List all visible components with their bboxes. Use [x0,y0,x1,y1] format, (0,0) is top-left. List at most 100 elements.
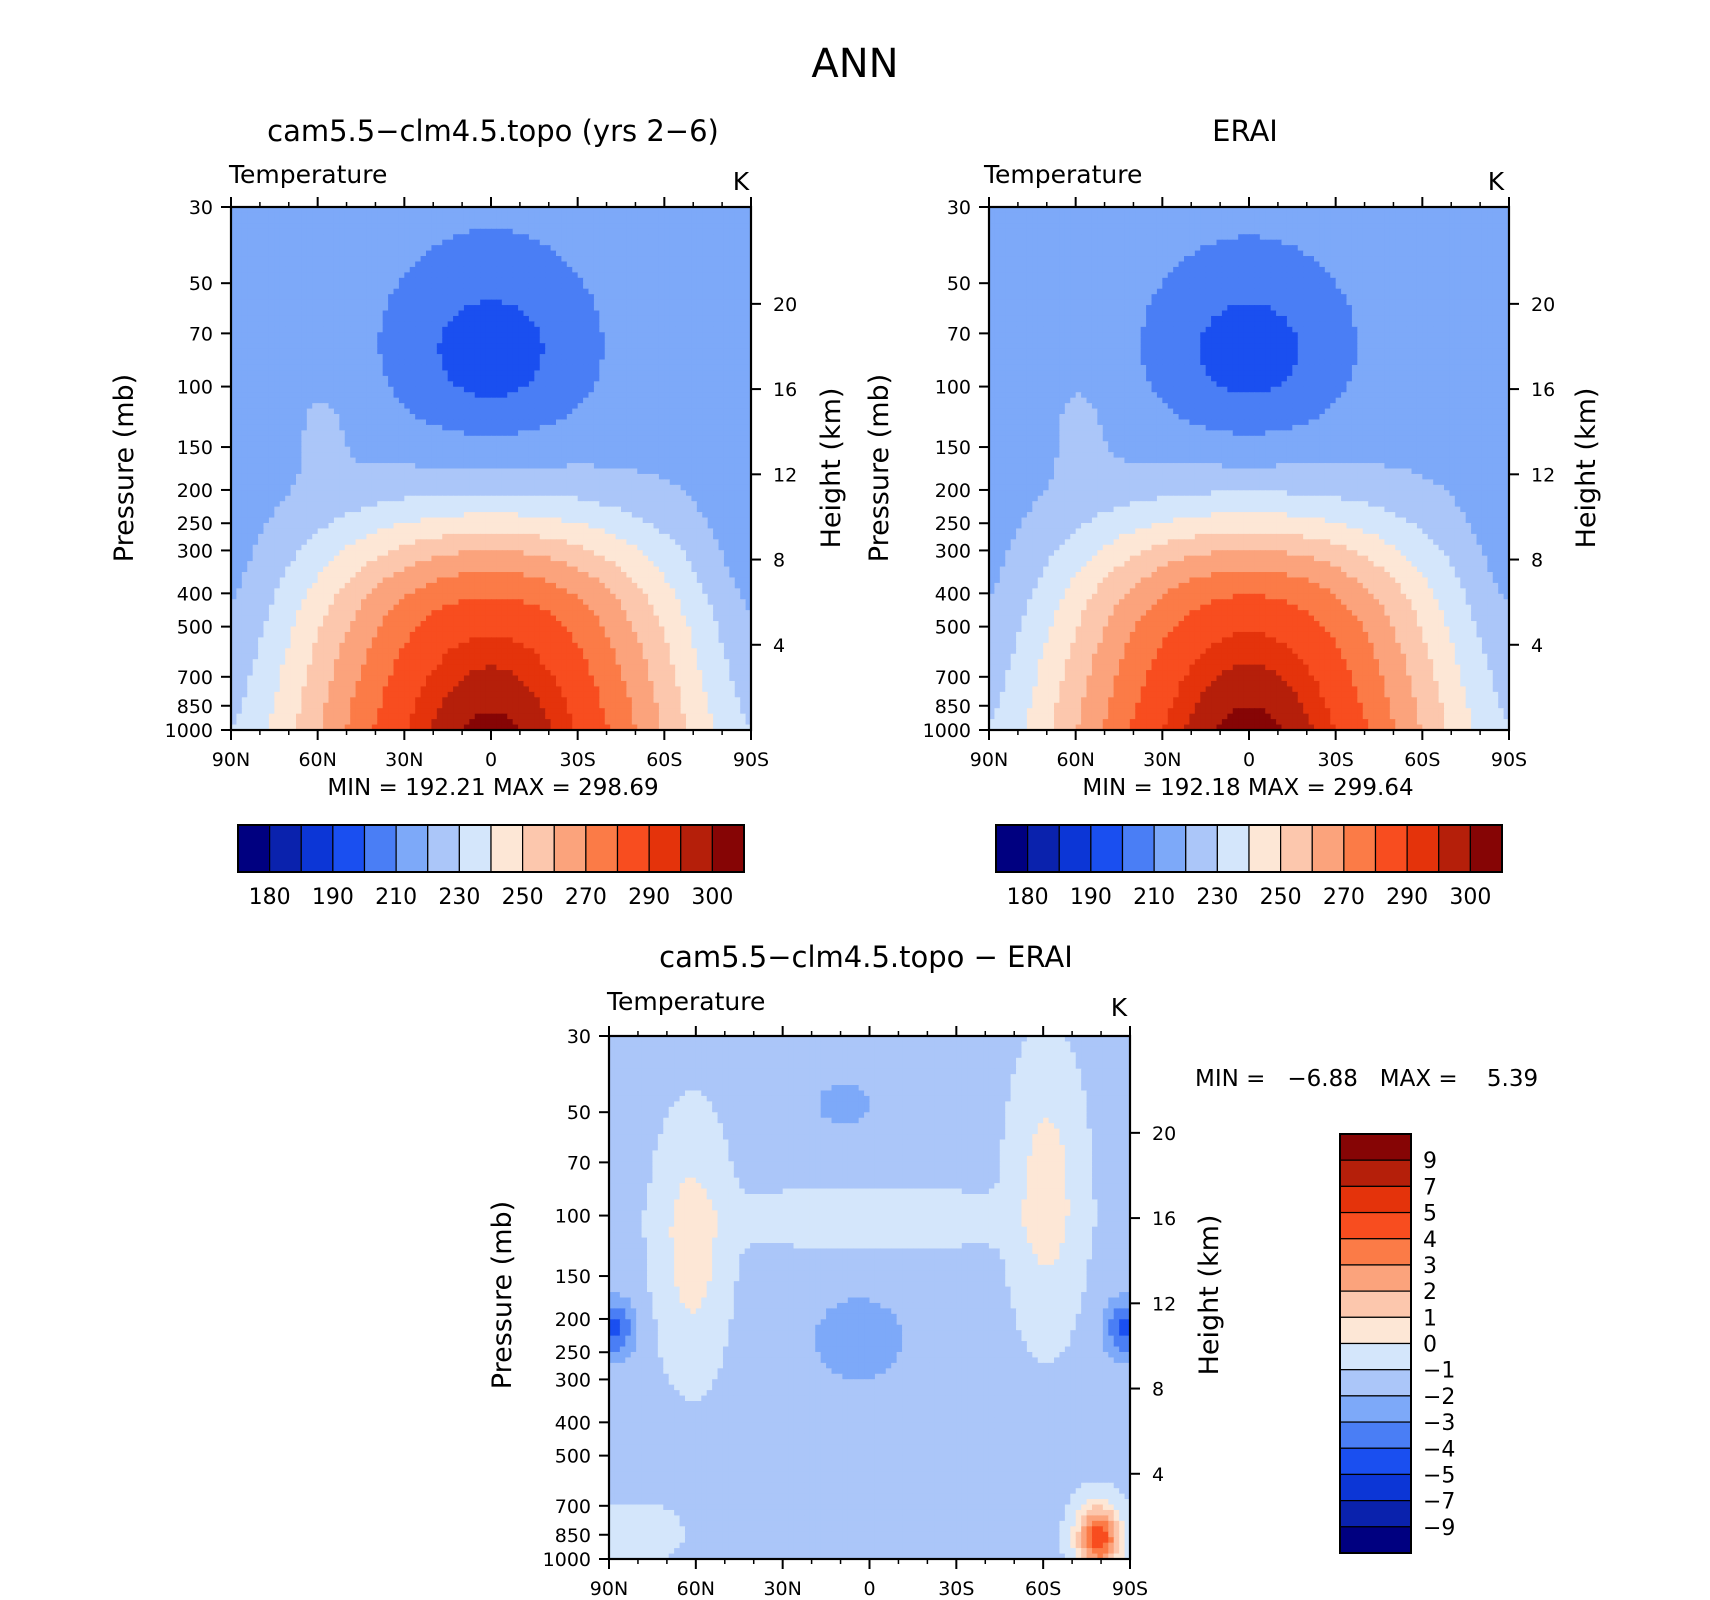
contour-cell [231,473,238,480]
contour-cell [637,272,644,279]
contour-cell [707,272,714,279]
contour-cell [409,299,416,306]
contour-cell [442,468,449,475]
contour-cell [388,256,395,263]
contour-cell [675,441,682,448]
contour-cell [355,261,362,268]
contour-cell [740,321,747,328]
contour-cell [723,288,730,295]
contour-cell [588,310,595,317]
contour-cell [615,446,622,453]
contour-cell [696,403,703,410]
contour-cell [648,272,655,279]
contour-cell [339,348,346,355]
contour-cell [518,343,525,350]
contour-cell [485,403,492,410]
contour-cell [729,321,736,328]
contour-cell [268,354,275,361]
contour-cell [599,424,606,431]
contour-cell [512,326,519,333]
contour-cell [669,245,676,252]
contour-cell [252,354,259,361]
contour-cell [458,375,465,382]
contour-cell [740,217,747,224]
contour-cell [610,321,617,328]
contour-cell [247,441,254,448]
contour-cell [642,463,649,470]
contour-cell [615,348,622,355]
contour-cell [258,381,265,388]
contour-cell [366,288,373,295]
contour-cell [707,463,714,470]
contour-cell [745,321,752,328]
contour-cell [653,419,660,426]
contour-cell [496,250,503,257]
contour-cell [496,217,503,224]
contour-cell [442,414,449,421]
contour-cell [691,299,698,306]
contour-cell [680,430,687,437]
contour-cell [583,256,590,263]
contour-cell [344,266,351,273]
contour-cell [556,479,563,486]
contour-cell [420,261,427,268]
contour-cell [621,364,628,372]
contour-cell [734,294,741,301]
contour-cell [328,256,335,263]
contour-cell [306,463,313,470]
contour-cell [507,463,514,470]
contour-cell [496,245,503,252]
contour-cell [686,408,693,415]
contour-cell [485,381,492,388]
contour-cell [729,337,736,344]
contour-cell [279,403,286,410]
contour-cell [323,207,330,214]
contour-cell [241,468,248,475]
contour-cell [539,315,546,323]
contour-cell [642,419,649,426]
contour-cell [734,457,741,464]
contour-cell [523,370,530,377]
contour-cell [377,256,384,263]
contour-cell [718,266,725,273]
contour-cell [696,446,703,453]
contour-cell [740,212,747,219]
contour-cell [252,239,259,246]
contour-cell [480,441,487,448]
contour-cell [572,484,579,491]
contour-cell [528,343,535,350]
contour-cell [501,343,508,350]
contour-cell [610,266,617,273]
contour-cell [588,250,595,257]
contour-cell [615,370,622,377]
contour-cell [431,397,438,404]
contour-cell [642,277,649,284]
contour-cell [241,484,248,491]
contour-cell [691,326,698,333]
contour-cell [328,370,335,377]
contour-cell [355,430,362,437]
contour-cell [740,239,747,246]
contour-cell [296,212,303,219]
contour-cell [523,245,530,252]
contour-cell [306,239,313,246]
contour-cell [377,441,384,448]
contour-cell [350,468,357,475]
contour-cell [388,414,395,421]
contour-cell [518,397,525,404]
contour-cell [328,452,335,459]
contour-cell [306,479,313,486]
contour-cell [355,457,362,464]
contour-cell [648,463,655,470]
contour-cell [528,468,535,475]
contour-cell [572,310,579,317]
contour-cell [691,435,698,442]
contour-cell [290,321,297,328]
contour-cell [409,479,416,486]
contour-cell [431,315,438,323]
contour-cell [431,234,438,241]
contour-cell [626,375,633,382]
contour-cell [339,473,346,480]
contour-cell [268,457,275,464]
contour-cell [539,446,546,453]
